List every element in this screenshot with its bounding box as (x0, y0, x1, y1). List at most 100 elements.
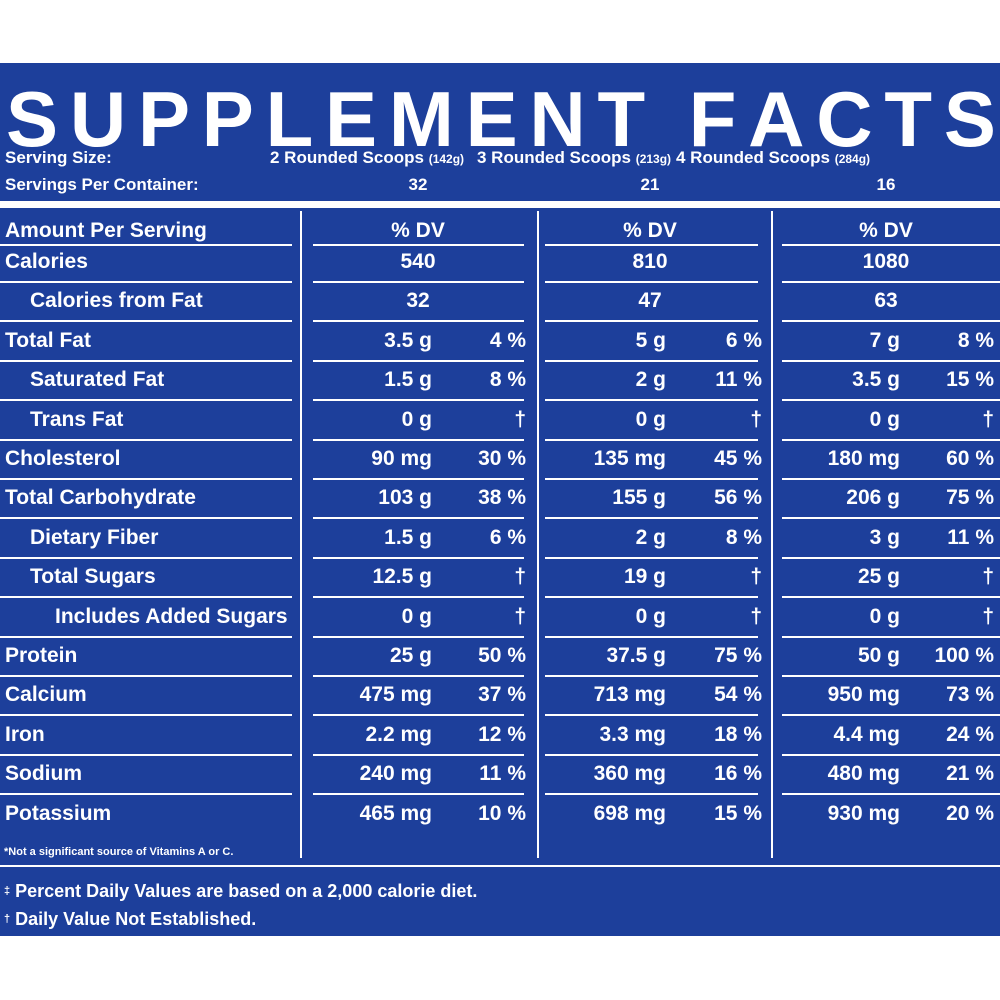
nutrient-label: Dietary Fiber (30, 525, 159, 549)
nutrient-amount: 63 (874, 289, 898, 313)
nutrient-dv: 16 % (714, 762, 762, 786)
nutrient-label: Iron (5, 722, 45, 746)
nutrient-amount: 3.5 g (384, 328, 432, 352)
dagger-mark: † (4, 913, 11, 925)
nutrient-amount: 0 g (401, 407, 432, 431)
nutrient-amount: 103 g (378, 486, 432, 510)
row-divider (545, 596, 758, 599)
nutrient-amount: 0 g (869, 604, 900, 628)
nutrient-amount: 3 g (869, 525, 900, 549)
nutrient-amount: 4.4 mg (833, 722, 900, 746)
nutrient-amount: 810 (632, 250, 668, 273)
nutrient-amount: 0 g (635, 407, 666, 431)
row-divider (782, 596, 1000, 599)
nutrient-amount: 475 mg (359, 683, 432, 707)
row-divider (313, 517, 524, 520)
serving-option-grams: (284g) (834, 152, 871, 166)
nutrient-dv: 60 % (946, 447, 994, 470)
nutrient-amount: 25 g (857, 565, 900, 589)
footnote-dv-not-established-text: Daily Value Not Established. (15, 909, 257, 929)
serving-option-label: 3 Rounded Scoops (477, 148, 631, 167)
nutrient-dv: 10 % (478, 801, 526, 825)
title-letter: P (201, 75, 254, 163)
nutrient-amount: 540 (400, 250, 436, 273)
title-letter: F (688, 75, 737, 163)
row-divider (545, 517, 758, 520)
footnote-percent-dv-text: Percent Daily Values are based on a 2,00… (15, 881, 478, 901)
row-divider (313, 793, 524, 796)
row-divider (782, 675, 1000, 677)
row-divider (545, 556, 758, 559)
serving-option-label: 4 Rounded Scoops (676, 148, 830, 167)
column-divider (537, 211, 539, 858)
row-divider (545, 714, 758, 717)
nutrient-amount: 713 mg (593, 683, 666, 707)
row-divider (782, 438, 1000, 441)
row-divider (545, 320, 758, 323)
nutrient-amount: 2 g (635, 368, 666, 392)
table-bottom-line (0, 865, 1000, 867)
dv-header: % DV (623, 219, 677, 242)
serving-option-2: 3 Rounded Scoops (213g) (477, 148, 671, 169)
nutrient-label: Protein (5, 644, 78, 667)
nutrient-dv: 8 % (957, 328, 994, 352)
row-divider (313, 714, 524, 717)
nutrient-label: Potassium (5, 801, 112, 825)
nutrient-dv: 12 % (478, 722, 526, 746)
nutrient-dv: † (982, 565, 994, 589)
nutrient-amount: 698 mg (593, 801, 666, 825)
nutrient-label: Sodium (5, 762, 82, 786)
nutrient-amount: 465 mg (359, 801, 432, 825)
dv-header: % DV (391, 219, 445, 242)
footnote-percent-dv: ‡ Percent Daily Values are based on a 2,… (4, 880, 477, 902)
row-divider (782, 399, 1000, 402)
row-divider (545, 753, 758, 756)
title-letter: M (388, 75, 454, 163)
serving-option-label: 2 Rounded Scoops (270, 148, 424, 167)
nutrient-dv: † (982, 604, 994, 628)
row-divider (782, 320, 1000, 323)
serving-option-grams: (213g) (635, 152, 672, 166)
nutrient-label: Calcium (5, 683, 87, 707)
nutrient-dv: † (514, 565, 526, 589)
nutrient-amount: 37.5 g (606, 644, 666, 667)
row-divider (313, 438, 524, 441)
nutrient-dv: 18 % (714, 722, 762, 746)
nutrient-dv: 100 % (934, 644, 994, 667)
double-dagger-mark: ‡ (4, 885, 11, 897)
nutrient-label: Calories (5, 250, 88, 273)
row-divider (0, 753, 292, 756)
nutrient-label: Includes Added Sugars (55, 604, 288, 628)
row-divider (545, 244, 758, 246)
row-divider (782, 556, 1000, 559)
nutrient-amount: 2.2 mg (365, 722, 432, 746)
servings-count: 32 (408, 175, 428, 194)
nutrient-label: Trans Fat (30, 407, 124, 431)
nutrient-dv: † (750, 407, 762, 431)
title-letter: E (325, 75, 378, 163)
nutrient-dv: 21 % (946, 762, 994, 786)
nutrient-amount: 950 mg (827, 683, 900, 707)
row-divider (782, 517, 1000, 520)
title-letter: L (265, 75, 314, 163)
row-divider (545, 675, 758, 677)
nutrient-label: Total Fat (5, 328, 91, 352)
row-divider (782, 753, 1000, 756)
title-letter: A (748, 75, 805, 163)
row-divider (313, 244, 524, 246)
row-divider (0, 596, 292, 599)
row-divider (313, 675, 524, 677)
nutrient-dv: 50 % (478, 644, 526, 667)
dv-header: % DV (859, 219, 913, 242)
title-letter: C (816, 75, 873, 163)
row-divider (545, 438, 758, 441)
nutrient-amount: 47 (638, 289, 662, 313)
nutrient-dv: † (514, 407, 526, 431)
row-divider (782, 478, 1000, 480)
nutrient-dv: † (514, 604, 526, 628)
nutrient-dv: 20 % (946, 801, 994, 825)
row-divider (0, 517, 292, 520)
title-letter: S (943, 75, 996, 163)
title-letter: T (597, 75, 646, 163)
nutrient-amount: 5 g (635, 328, 666, 352)
